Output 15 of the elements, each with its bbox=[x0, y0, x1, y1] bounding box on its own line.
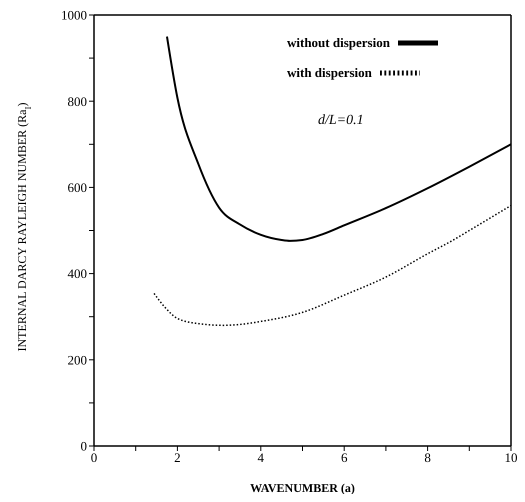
y-tick-label: 600 bbox=[68, 180, 87, 196]
x-tick-label: 8 bbox=[424, 450, 431, 466]
y-tick-label: 0 bbox=[80, 438, 87, 454]
y-tick-label: 1000 bbox=[61, 8, 87, 23]
legend-label: without dispersion bbox=[287, 35, 390, 50]
annotation: d/L=0.1 bbox=[318, 113, 364, 129]
x-tick-label: 0 bbox=[90, 450, 98, 466]
y-tick-label: 800 bbox=[68, 94, 87, 109]
y-tick-label: 400 bbox=[68, 266, 87, 282]
x-tick-label: 4 bbox=[258, 450, 265, 466]
x-tick-label: 6 bbox=[340, 450, 348, 466]
legend-label: with dispersion bbox=[287, 65, 372, 80]
x-tick-label: 10 bbox=[504, 450, 518, 466]
y-tick-label: 200 bbox=[68, 352, 87, 368]
x-tick-label: 2 bbox=[174, 450, 181, 466]
